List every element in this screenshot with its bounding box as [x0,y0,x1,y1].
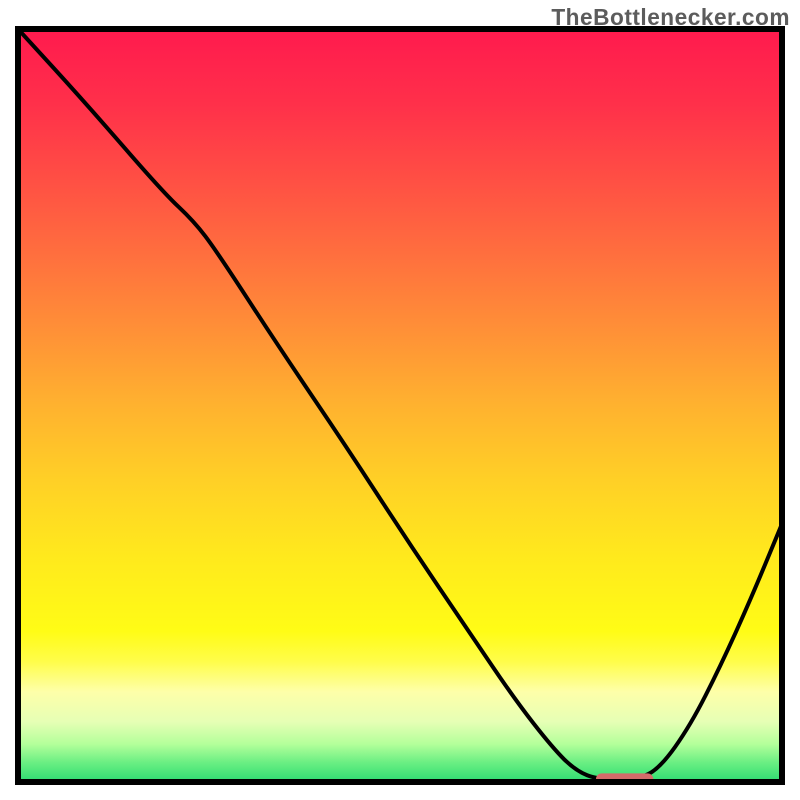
bottleneck-chart [0,0,800,800]
chart-container: TheBottlenecker.com [0,0,800,800]
gradient-background [18,29,782,782]
watermark-text: TheBottlenecker.com [551,4,790,31]
